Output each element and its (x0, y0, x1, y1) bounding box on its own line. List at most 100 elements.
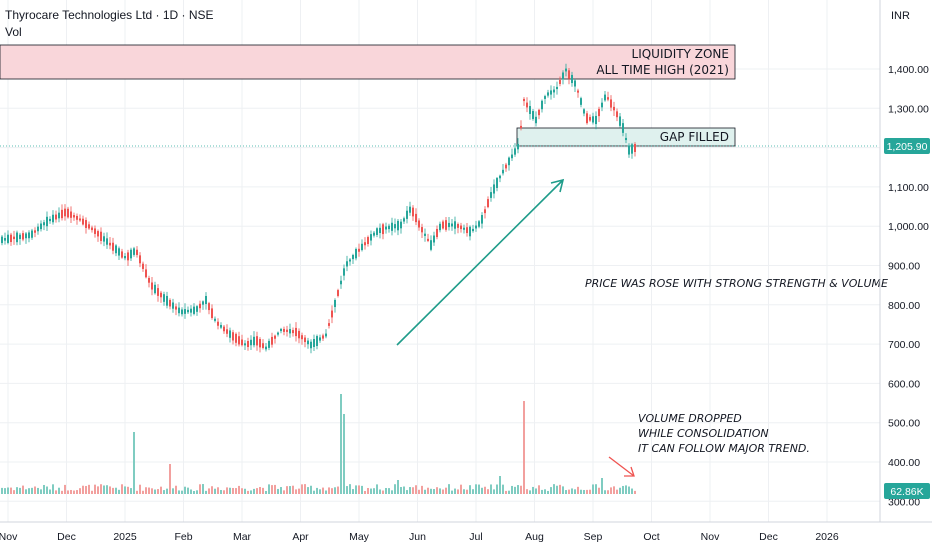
volume-bar (193, 490, 195, 494)
volume-bar (49, 489, 51, 494)
volume-bar (16, 487, 18, 494)
candle-body (367, 237, 369, 245)
volume-bar (307, 487, 309, 494)
candle-body (52, 214, 54, 223)
trend-arrow (396, 178, 565, 346)
volume-bar (574, 489, 576, 494)
candle-body (544, 96, 546, 99)
time-axis[interactable]: Nov Dec 2025 Feb Mar Apr May Jun Jul Aug Sep Oct Nov… (0, 521, 932, 543)
volume-bar (373, 488, 375, 494)
time-tick-label: Dec (759, 531, 778, 543)
volume-bar (247, 490, 249, 494)
volume-bar (595, 484, 597, 494)
candle-body (343, 268, 345, 276)
candle-body (181, 309, 183, 315)
volume-bar (349, 484, 351, 494)
candle-body (580, 98, 582, 105)
volume-bar (109, 486, 111, 494)
volume-bar (208, 488, 210, 494)
candle-body (385, 226, 387, 230)
candle-body (85, 220, 87, 228)
volume-note-2: WHILE CONSOLIDATION (638, 427, 769, 440)
candle-body (517, 143, 519, 150)
chart-grid (0, 0, 880, 522)
volume-bar (43, 484, 45, 494)
candle-body (235, 333, 237, 343)
volume-bar (10, 487, 12, 494)
volume-bar (418, 489, 420, 494)
volume-bar (592, 484, 594, 494)
candle-body (226, 329, 228, 334)
candle-body (298, 330, 300, 339)
volume-bar (328, 487, 330, 494)
volume-bar (298, 488, 300, 494)
candle-body (94, 228, 96, 234)
volume-bar (166, 488, 168, 494)
volume-bar (226, 487, 228, 494)
candle-body (550, 90, 552, 95)
currency-button[interactable]: INR (891, 10, 910, 22)
volume-bar (634, 490, 636, 494)
volume-bar (385, 487, 387, 494)
volume-bar (451, 490, 453, 494)
time-tick-label: 2026 (815, 531, 839, 543)
volume-bar (268, 484, 270, 494)
candle-body (139, 255, 141, 264)
volume-bar (517, 485, 519, 494)
volume-bar (466, 489, 468, 494)
volume-bar (355, 485, 357, 494)
candle-body (166, 295, 168, 306)
volume-bar (577, 486, 579, 494)
volume-bar (169, 464, 171, 494)
candle-body (121, 251, 123, 258)
volume-bar (88, 484, 90, 494)
volume-bar (436, 487, 438, 494)
volume-bar (568, 489, 570, 494)
volume-bar (181, 490, 183, 494)
candle-body (40, 223, 42, 230)
time-tick-label: May (349, 531, 370, 543)
candle-body (424, 233, 426, 236)
price-axis[interactable]: 1,400.001,300.001,200.001,100.001,000.00… (879, 0, 929, 522)
volume-bar (13, 490, 15, 494)
candle-body (205, 295, 207, 305)
liquidity-zone-label-1: LIQUIDITY ZONE (632, 47, 729, 61)
volume-bar (172, 488, 174, 494)
candle-body (148, 277, 150, 283)
volume-bar (277, 488, 279, 494)
candle-body (382, 224, 384, 235)
candle-body (88, 224, 90, 229)
volume-bar (391, 490, 393, 494)
candle-body (268, 340, 270, 348)
volume-bar (547, 490, 549, 494)
candle-body (412, 207, 414, 217)
candle-body (91, 227, 93, 231)
volume-bar (250, 490, 252, 494)
volume-bar (622, 485, 624, 494)
volume-bar (148, 487, 150, 494)
candle-body (70, 211, 72, 218)
volume-bar (118, 489, 120, 494)
candle-body (124, 255, 126, 259)
volume-note-3: IT CAN FOLLOW MAJOR TREND. (638, 442, 810, 455)
volume-bar (448, 484, 450, 494)
volume-bar (520, 485, 522, 494)
time-tick-label: Dec (57, 531, 76, 543)
candle-body (211, 308, 213, 318)
volume-bar (244, 488, 246, 494)
candle-body (202, 301, 204, 305)
volume-bar (529, 490, 531, 494)
volume-bar (145, 487, 147, 494)
candle-body (583, 109, 585, 114)
candle-body (169, 299, 171, 307)
candle-body (373, 232, 375, 236)
candle-body (571, 74, 573, 84)
volume-bar (550, 487, 552, 494)
candle-body (448, 222, 450, 228)
volume-bar (223, 490, 225, 494)
volume-bar (115, 487, 117, 494)
candle-body (292, 330, 294, 334)
gap-filled-label: GAP FILLED (660, 130, 729, 144)
candle-body (82, 218, 84, 225)
